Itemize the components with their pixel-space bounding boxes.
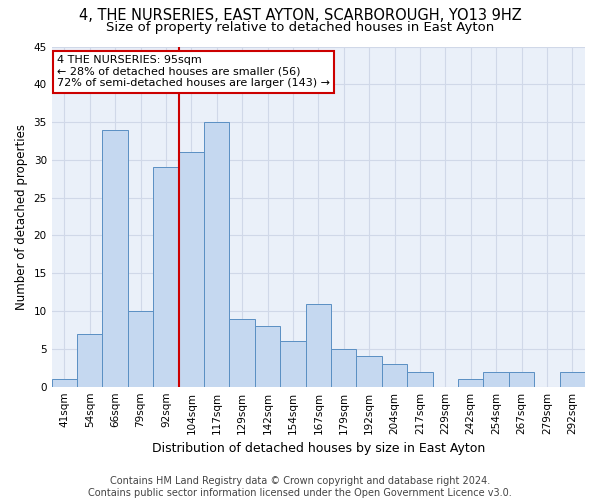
Bar xyxy=(204,122,229,386)
Bar xyxy=(128,311,153,386)
Text: 4, THE NURSERIES, EAST AYTON, SCARBOROUGH, YO13 9HZ: 4, THE NURSERIES, EAST AYTON, SCARBOROUG… xyxy=(79,8,521,22)
Text: Size of property relative to detached houses in East Ayton: Size of property relative to detached ho… xyxy=(106,21,494,34)
Text: Contains HM Land Registry data © Crown copyright and database right 2024.
Contai: Contains HM Land Registry data © Crown c… xyxy=(88,476,512,498)
Bar xyxy=(458,379,484,386)
Y-axis label: Number of detached properties: Number of detached properties xyxy=(15,124,28,310)
Bar xyxy=(382,364,407,386)
X-axis label: Distribution of detached houses by size in East Ayton: Distribution of detached houses by size … xyxy=(152,442,485,455)
Bar xyxy=(331,349,356,387)
Bar xyxy=(77,334,103,386)
Bar xyxy=(509,372,534,386)
Bar xyxy=(52,379,77,386)
Bar xyxy=(103,130,128,386)
Bar xyxy=(407,372,433,386)
Bar xyxy=(255,326,280,386)
Bar xyxy=(229,318,255,386)
Bar xyxy=(356,356,382,386)
Bar xyxy=(280,342,305,386)
Bar xyxy=(560,372,585,386)
Text: 4 THE NURSERIES: 95sqm
← 28% of detached houses are smaller (56)
72% of semi-det: 4 THE NURSERIES: 95sqm ← 28% of detached… xyxy=(57,55,330,88)
Bar xyxy=(305,304,331,386)
Bar xyxy=(179,152,204,386)
Bar xyxy=(484,372,509,386)
Bar xyxy=(153,168,179,386)
